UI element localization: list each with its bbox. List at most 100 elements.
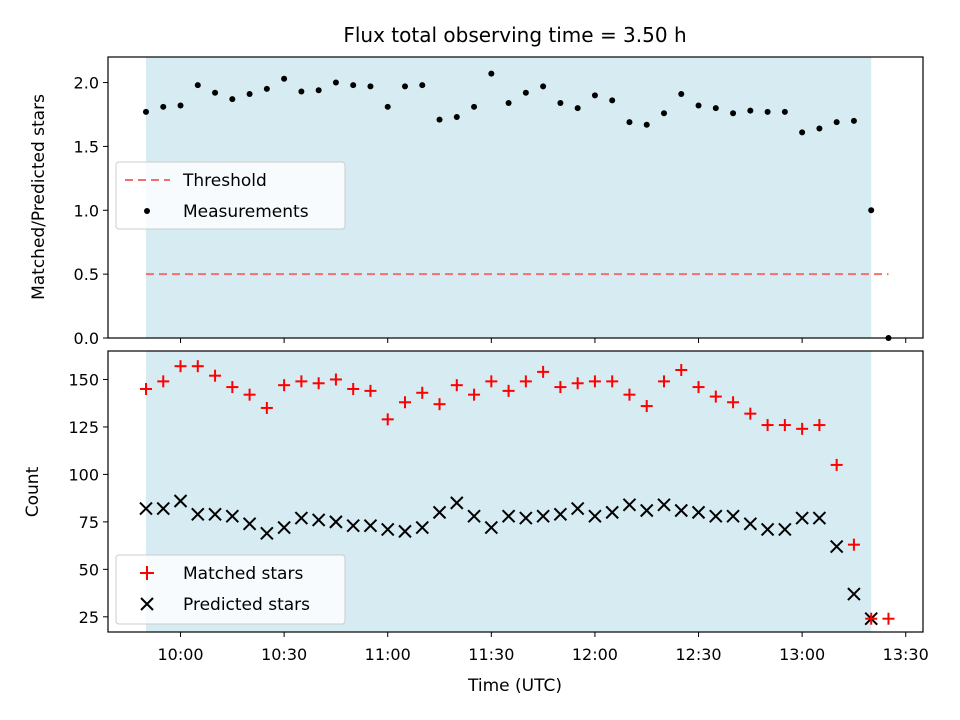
measurement-point (747, 107, 754, 114)
measurement-point (626, 119, 633, 126)
measurement-point (816, 125, 823, 132)
predicted-stars-point (381, 522, 395, 537)
matched-stars-point (226, 381, 239, 394)
predicted-stars-point (277, 520, 291, 535)
predicted-stars-point (398, 524, 412, 539)
measurement-point (246, 91, 253, 98)
matched-stars-point (778, 419, 791, 432)
top-y-tick-label: 2.0 (74, 74, 99, 93)
predicted-stars-point (346, 518, 360, 533)
measurement-point (142, 108, 149, 115)
top-y-axis-label: Matched/Predicted stars (29, 94, 49, 300)
measurement-point (367, 83, 374, 90)
legend-threshold-label: Threshold (182, 171, 267, 191)
measurement-point (419, 82, 426, 89)
predicted-stars-point (709, 509, 723, 523)
measurement-point (384, 103, 391, 110)
legend-matched-swatch (140, 566, 154, 580)
predicted-stars-point (536, 509, 550, 523)
bottom-y-axis-label: Count (23, 466, 43, 517)
predicted-stars-point (829, 539, 844, 554)
predicted-stars-point (553, 507, 568, 521)
predicted-stars-point (640, 503, 654, 518)
matched-stars-point (139, 382, 152, 395)
measurement-point (574, 105, 581, 112)
predicted-stars-point (570, 501, 585, 516)
chart-title: Flux total observing time = 3.50 h (343, 23, 686, 47)
predicted-stars-point (726, 509, 740, 523)
top-y-tick-label: 1.5 (74, 137, 99, 156)
predicted-stars-point (208, 507, 222, 521)
matched-stars-point (260, 401, 273, 414)
predicted-stars-point (450, 496, 464, 510)
predicted-stars-point (778, 522, 792, 537)
measurement-point (471, 103, 478, 110)
matched-stars-point (744, 407, 757, 420)
matched-stars-point (416, 386, 429, 399)
bottom-y-tick-label: 50 (79, 560, 99, 579)
matched-stars-point (157, 375, 170, 388)
legend-predicted-swatch (140, 597, 154, 611)
predicted-stars-point (674, 503, 688, 518)
matched-stars-point (450, 379, 463, 392)
measurement-point (678, 91, 685, 98)
measurement-point (868, 207, 875, 214)
measurement-point (557, 99, 564, 106)
predicted-stars-point (432, 505, 447, 520)
legend-predicted-label: Predicted stars (183, 595, 310, 615)
legend-measurements-swatch (144, 208, 150, 214)
matched-stars-point (502, 384, 515, 397)
matched-stars-point (847, 538, 860, 551)
matched-stars-point (485, 375, 498, 388)
matched-stars-point (865, 612, 878, 625)
matched-stars-point (191, 360, 204, 373)
measurement-point (401, 83, 408, 90)
matched-stars-point (588, 375, 601, 388)
matched-stars-point (537, 365, 550, 378)
matched-stars-point (761, 419, 774, 432)
matched-stars-point (312, 377, 325, 390)
measurement-point (160, 103, 167, 110)
measurement-point (488, 70, 495, 77)
predicted-stars-point (156, 501, 170, 516)
predicted-stars-point (173, 494, 188, 508)
bottom-y-tick-label: 125 (68, 418, 99, 437)
measurement-point (833, 119, 840, 126)
count-panel: 25 50 75 100 125 150 10:00 10:30 11:00 11:30 12:0… (23, 350, 929, 696)
legend-measurements-label: Measurements (183, 202, 309, 222)
matched-stars-point (796, 422, 809, 435)
measurement-point (194, 82, 201, 89)
predicted-stars-point (191, 507, 205, 521)
measurement-point (350, 82, 357, 89)
matched-stars-point (554, 381, 567, 394)
predicted-stars-point (605, 505, 619, 520)
measurement-point (453, 114, 460, 121)
predicted-stars-point (519, 511, 533, 525)
x-axis-label: Time (UTC) (467, 676, 562, 696)
measurement-point (781, 108, 788, 115)
bottom-x-tick-label: 11:30 (468, 645, 514, 664)
measurement-point (177, 102, 184, 109)
predicted-stars-point (657, 498, 671, 512)
measurement-point (505, 99, 512, 106)
measurement-point (643, 121, 650, 128)
matched-stars-point (571, 377, 584, 390)
matched-stars-point (830, 458, 843, 471)
measurement-point (730, 110, 737, 117)
ratio-panel: 0.0 0.5 1.0 1.5 2.0 Flux total observing tim… (29, 23, 924, 348)
predicted-stars-point (743, 517, 758, 531)
bottom-x-tick-label: 10:00 (157, 645, 203, 664)
bottom-x-tick-label: 11:00 (365, 645, 411, 664)
predicted-stars-point (691, 505, 706, 520)
measurement-point (332, 79, 339, 86)
top-axes-frame (107, 56, 924, 339)
matched-stars-point (709, 390, 722, 403)
predicted-stars-point (501, 509, 516, 523)
bottom-x-tick-label: 13:00 (779, 645, 825, 664)
predicted-stars-point (260, 526, 274, 540)
bottom-y-tick-label: 150 (68, 370, 99, 389)
measurement-point (281, 75, 288, 82)
matched-stars-point (675, 363, 688, 376)
measurement-point (522, 89, 529, 96)
